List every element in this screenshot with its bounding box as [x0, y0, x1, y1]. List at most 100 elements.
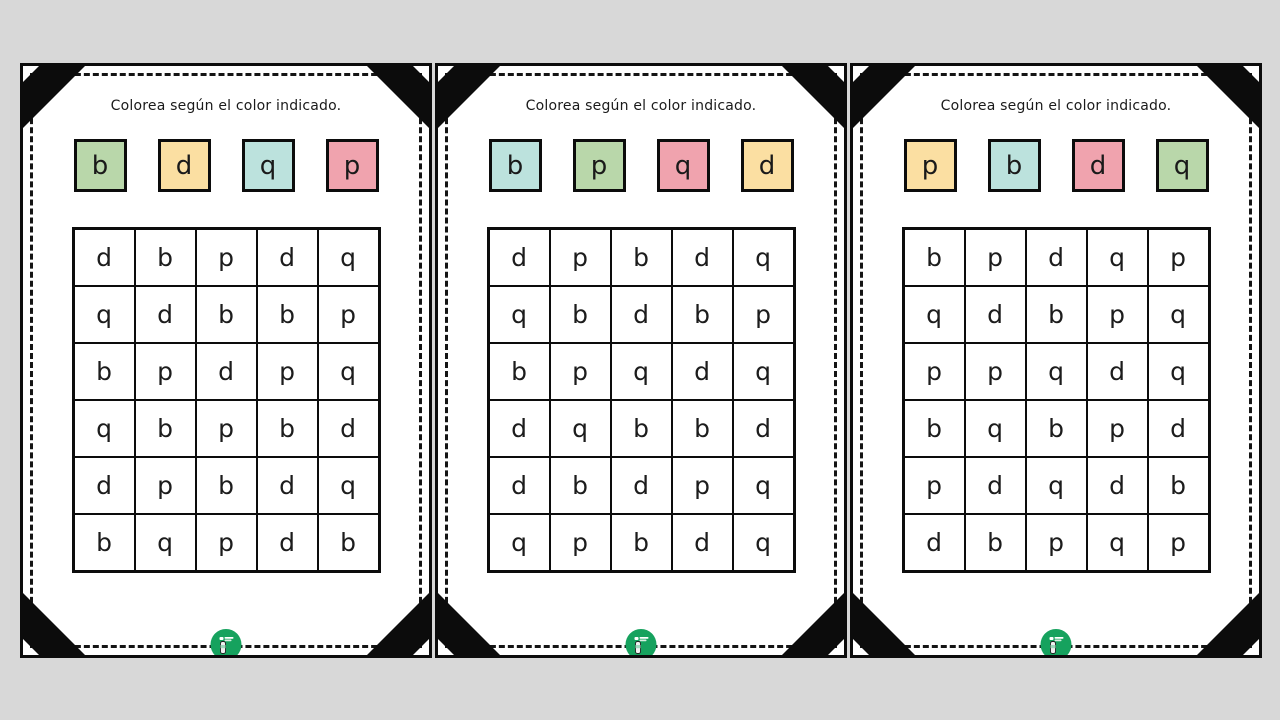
grid-cell: p [195, 229, 257, 286]
grid-cell: b [1147, 457, 1209, 514]
worksheet-page-3: Colorea según el color indicado. p b d q… [850, 63, 1262, 658]
grid-cell: b [256, 400, 318, 457]
grid-cell: q [732, 514, 794, 571]
grid-cell: q [903, 286, 965, 343]
worksheet-title: Colorea según el color indicado. [525, 98, 757, 114]
grid-cell: d [256, 457, 318, 514]
grid-cell: q [732, 457, 794, 514]
key-letter: b [91, 150, 109, 181]
grid-cell: d [903, 514, 965, 571]
brand-logo-icon [210, 629, 242, 655]
grid-cell: q [317, 229, 379, 286]
key-letter: b [1005, 150, 1023, 181]
key-letter: d [758, 150, 776, 181]
grid-cell: q [732, 229, 794, 286]
key-box: p [903, 139, 957, 192]
color-key-row: p b d q [853, 139, 1259, 192]
grid-cell: b [488, 343, 550, 400]
grid-cell: d [73, 457, 135, 514]
grid-cell: b [671, 400, 733, 457]
grid-cell: q [1086, 514, 1148, 571]
key-box: p [325, 139, 379, 192]
grid-cell: p [134, 457, 196, 514]
grid-cell: q [610, 343, 672, 400]
grid-cell: d [732, 400, 794, 457]
grid-cell: p [903, 343, 965, 400]
grid-cell: d [1025, 229, 1087, 286]
key-box: q [1155, 139, 1209, 192]
grid-cell: b [671, 286, 733, 343]
letter-grid: d p b d q q b d b p b p q d q d q b b d [486, 227, 796, 573]
grid-cell: p [1147, 229, 1209, 286]
grid-cell: d [256, 229, 318, 286]
key-letter: p [921, 150, 939, 181]
key-letter: q [259, 150, 277, 181]
key-box: d [740, 139, 794, 192]
grid-cell: p [195, 514, 257, 571]
grid-cell: d [1086, 343, 1148, 400]
grid-cell: d [964, 457, 1026, 514]
grid-cell: d [610, 457, 672, 514]
key-box: b [987, 139, 1041, 192]
grid-cell: p [134, 343, 196, 400]
grid-cell: b [610, 514, 672, 571]
crayon-logo-icon [1049, 637, 1064, 654]
grid-cell: b [903, 400, 965, 457]
key-letter: p [343, 150, 361, 181]
grid-cell: q [1025, 457, 1087, 514]
worksheet-title: Colorea según el color indicado. [110, 98, 342, 114]
grid-cell: b [256, 286, 318, 343]
grid-cell: p [549, 514, 611, 571]
grid-cell: b [1025, 400, 1087, 457]
grid-cell: q [1025, 343, 1087, 400]
page-content: Colorea según el color indicado. b p q d… [438, 98, 844, 655]
grid-cell: q [1147, 286, 1209, 343]
grid-cell: p [903, 457, 965, 514]
key-box: d [1071, 139, 1125, 192]
grid-cell: q [134, 514, 196, 571]
grid-cell: p [256, 343, 318, 400]
grid-cell: p [1086, 400, 1148, 457]
grid-cell: q [488, 514, 550, 571]
grid-cell: p [1147, 514, 1209, 571]
grid-cell: p [671, 457, 733, 514]
key-letter: d [1089, 150, 1107, 181]
key-box: p [572, 139, 626, 192]
grid-cell: p [964, 229, 1026, 286]
key-letter: q [1173, 150, 1191, 181]
grid-cell: d [1086, 457, 1148, 514]
grid-cell: d [610, 286, 672, 343]
grid-cell: b [903, 229, 965, 286]
page-content: Colorea según el color indicado. p b d q… [853, 98, 1259, 655]
crayon-logo-icon [219, 637, 234, 654]
worksheet-pages: Colorea según el color indicado. b d q p… [20, 63, 1262, 658]
grid-cell: p [317, 286, 379, 343]
grid-cell: p [1025, 514, 1087, 571]
grid-cell: d [488, 457, 550, 514]
page-content: Colorea según el color indicado. b d q p… [23, 98, 429, 655]
key-box: d [157, 139, 211, 192]
grid-cell: d [134, 286, 196, 343]
grid-cell: b [134, 400, 196, 457]
grid-cell: q [1086, 229, 1148, 286]
grid-cell: d [1147, 400, 1209, 457]
key-letter: d [175, 150, 193, 181]
grid-cell: q [73, 286, 135, 343]
grid-cell: d [488, 400, 550, 457]
grid-cell: b [195, 286, 257, 343]
grid-cell: d [256, 514, 318, 571]
grid-cell: q [488, 286, 550, 343]
grid-cell: b [317, 514, 379, 571]
grid-cell: p [964, 343, 1026, 400]
letter-grid: d b p d q q d b b p b p d p q q b p b d [71, 227, 381, 573]
grid-cell: q [317, 343, 379, 400]
grid-cell: q [317, 457, 379, 514]
grid-cell: b [195, 457, 257, 514]
grid-cell: b [964, 514, 1026, 571]
grid-cell: b [610, 229, 672, 286]
key-box: b [73, 139, 127, 192]
brand-logo-icon [1040, 629, 1072, 655]
grid-cell: b [73, 514, 135, 571]
grid-cell: d [964, 286, 1026, 343]
grid-cell: d [73, 229, 135, 286]
